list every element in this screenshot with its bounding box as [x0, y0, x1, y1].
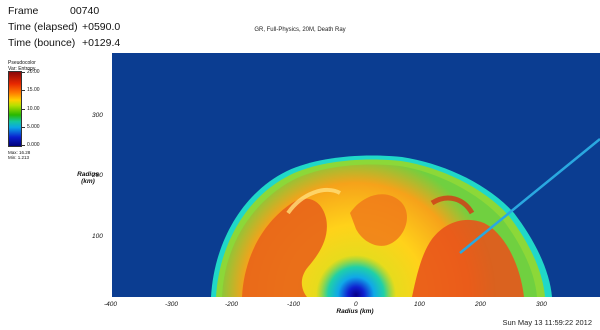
bounce-label: Time (bounce): [8, 37, 76, 49]
colorbar: [8, 71, 22, 147]
colorbar-tick: [21, 145, 25, 146]
colorbar-tick: [21, 109, 25, 110]
legend-title-line1: Pseudocolor: [8, 60, 36, 66]
colorbar-tick: [21, 127, 25, 128]
colorbar-tick: [21, 90, 25, 91]
y-tick-label: 200: [92, 172, 103, 179]
plume: [430, 195, 475, 215]
colorbar-label: 15.00: [27, 87, 40, 93]
colorbar-label: 10.00: [27, 106, 40, 112]
x-tick-label: -300: [165, 301, 179, 308]
bounce-row: Time (bounce) +0129.4: [8, 37, 120, 50]
elapsed-label: Time (elapsed): [8, 21, 78, 33]
frame-value: 00740: [70, 5, 100, 17]
plume: [350, 194, 407, 246]
frame-label: Frame: [8, 5, 39, 17]
legend-title-line2: Var: Entropy: [8, 66, 36, 72]
plume: [286, 187, 341, 215]
legend-max: Max: 16.28: [8, 150, 31, 155]
x-tick-label: -400: [104, 301, 118, 308]
colorbar-tick: [21, 72, 25, 73]
x-tick-label: 300: [536, 301, 547, 308]
colorbar-label: 5.000: [27, 124, 40, 130]
legend-title: Pseudocolor Var: Entropy: [8, 60, 36, 72]
y-tick-label: 100: [92, 233, 103, 240]
y-axis-title: Radius (km): [77, 171, 99, 185]
x-tick-label: 0: [354, 301, 358, 308]
plot-subtitle: GR, Full-Physics, 20M, Death Ray: [254, 27, 346, 33]
plume: [412, 219, 524, 297]
death-ray-beam: [459, 138, 600, 254]
elapsed-row: Time (elapsed) +0590.0: [8, 21, 120, 34]
bounce-value: +0129.4: [82, 37, 121, 49]
pseudocolor-plot: [112, 53, 600, 297]
elapsed-value: +0590.0: [82, 21, 121, 33]
x-tick-label: 200: [475, 301, 486, 308]
legend-min: Min: 1.213: [8, 155, 30, 160]
proto-neutron-star: [314, 255, 398, 297]
plot-canvas: [211, 138, 600, 297]
x-axis-title: Radius (km): [336, 308, 374, 315]
timestamp: Sun May 13 11:59:22 2012: [502, 318, 592, 327]
x-tick-label: 100: [414, 301, 425, 308]
colorbar-label: 0.000: [27, 142, 40, 148]
x-tick-label: -100: [287, 301, 301, 308]
plume: [242, 198, 327, 297]
y-tick-label: 300: [92, 112, 103, 119]
colorbar-label: 20.00: [27, 69, 40, 75]
frame-row: Frame 00740: [8, 5, 99, 18]
x-tick-label: -200: [225, 301, 239, 308]
